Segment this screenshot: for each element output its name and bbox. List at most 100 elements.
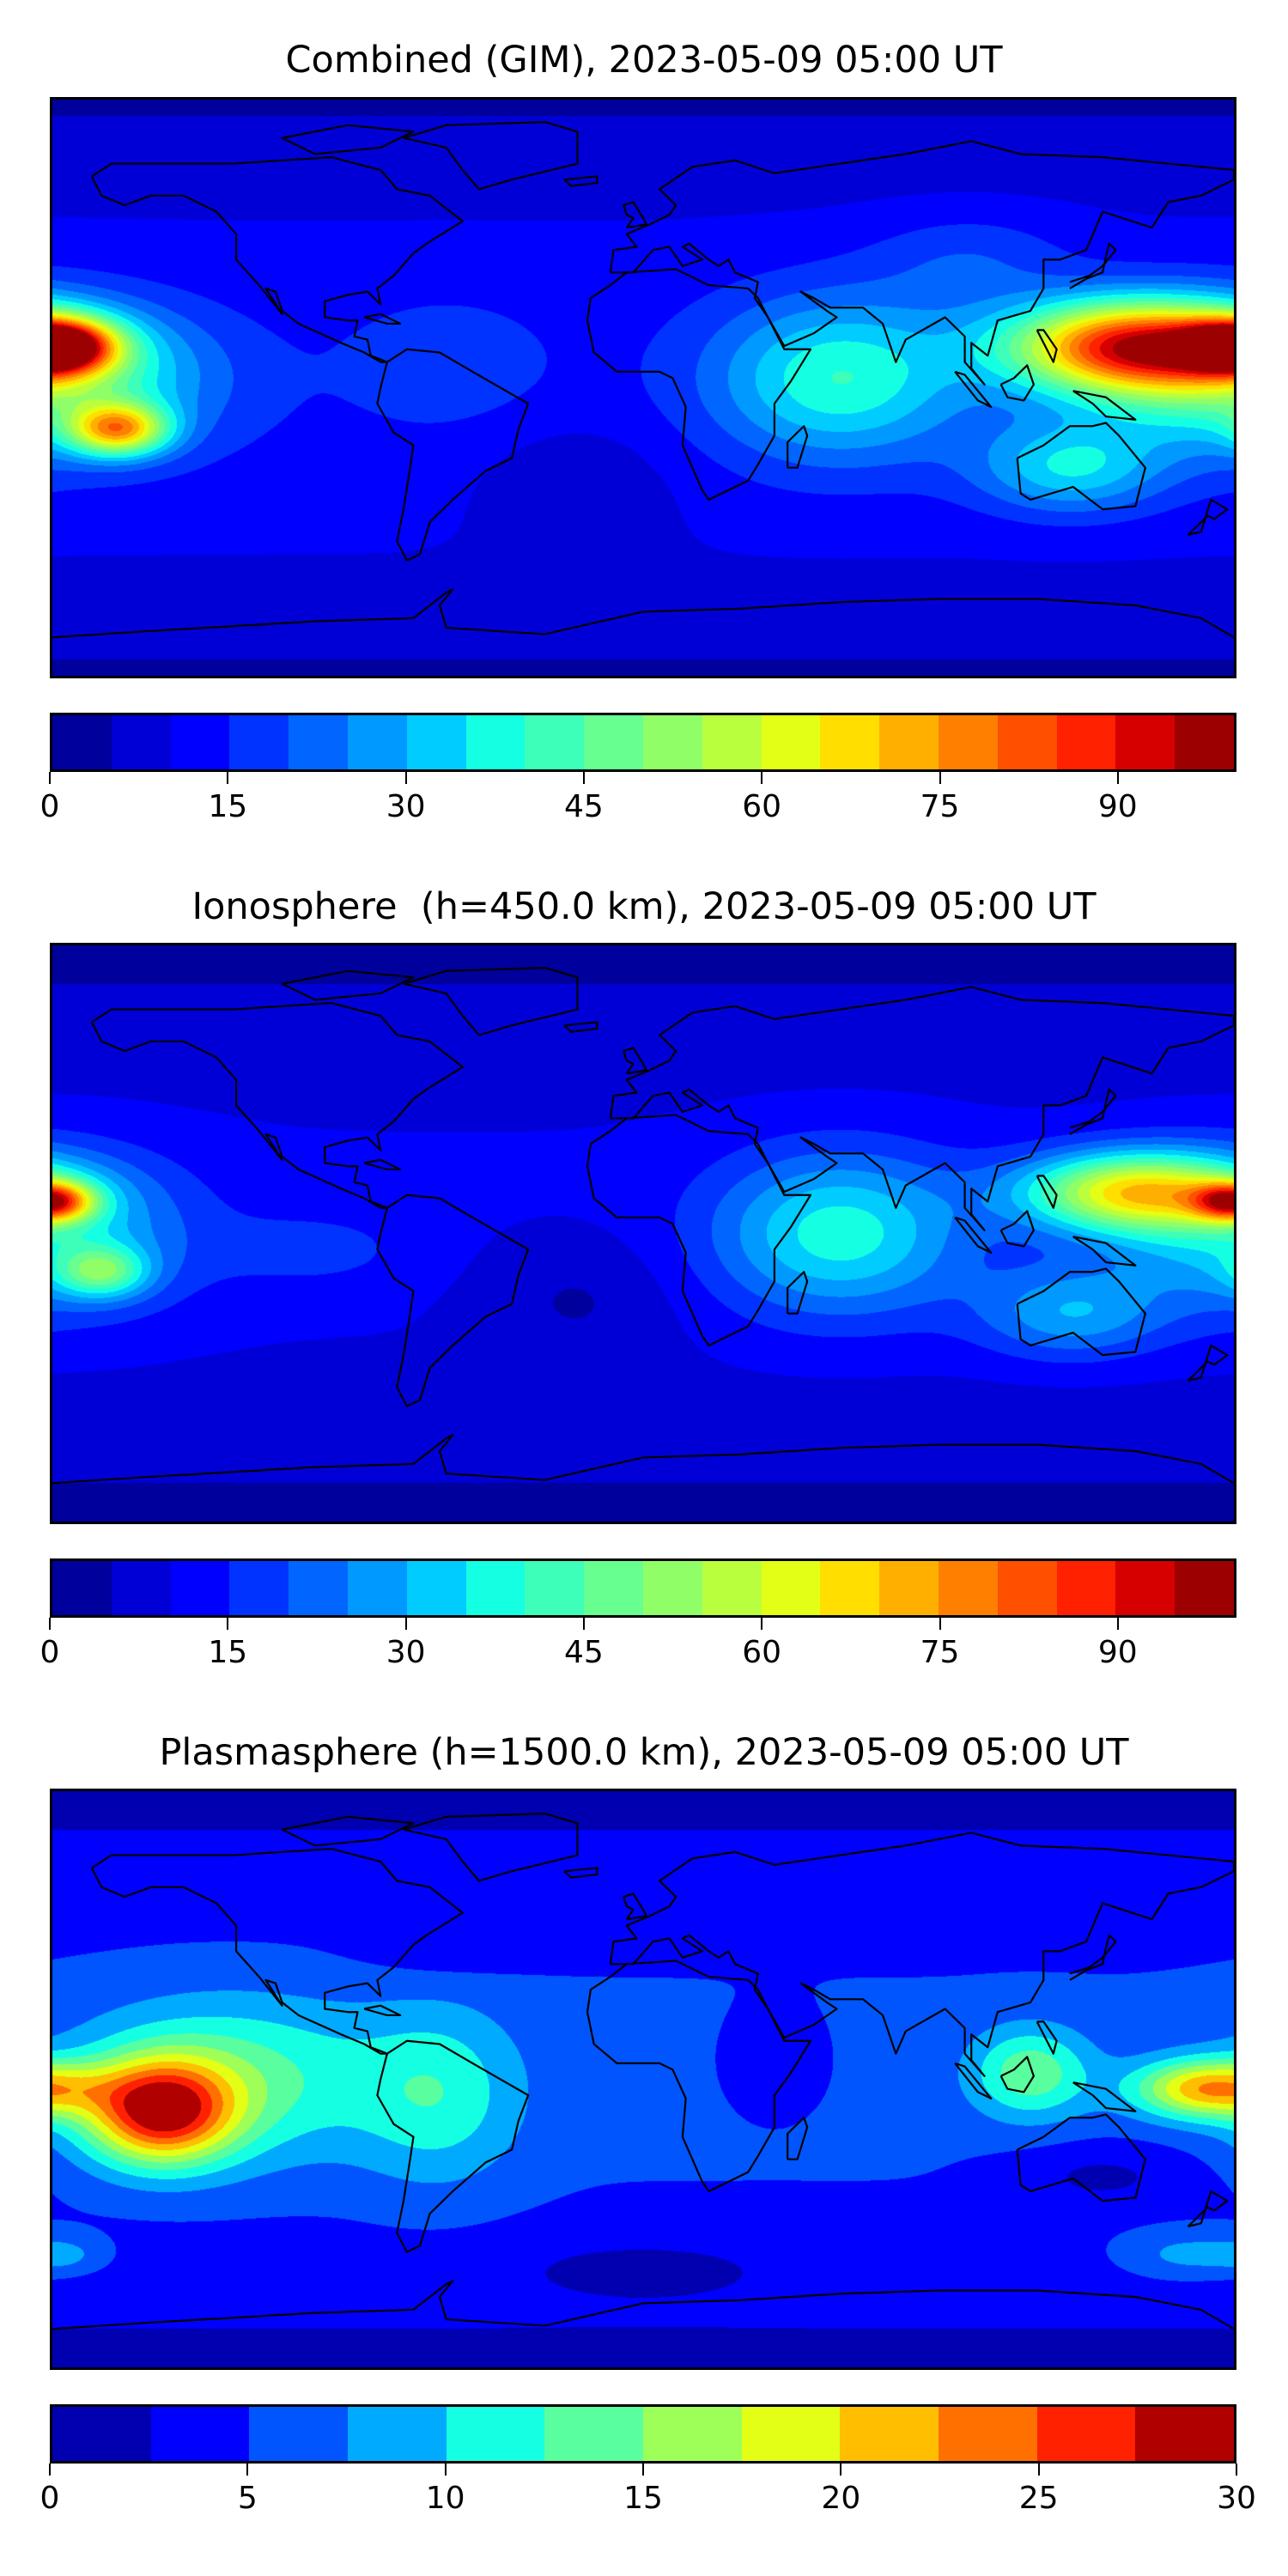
colorbar-tick-label: 90: [1097, 1635, 1138, 1670]
colorbar-bin: [820, 1561, 880, 1615]
coastline: [52, 1435, 1234, 1483]
coastline: [787, 426, 807, 467]
colorbar-bin: [741, 2407, 841, 2461]
colorbar-bin: [642, 715, 702, 769]
colorbar-tick: [761, 772, 763, 784]
coastline: [364, 2006, 400, 2015]
coastline: [1037, 2021, 1057, 2053]
colorbar-bin: [879, 715, 939, 769]
colorbar-bin: [465, 1561, 526, 1615]
colorbar-tick-label: 15: [623, 2481, 663, 2516]
contour-field: [52, 945, 1234, 1522]
contour-field: [52, 100, 1234, 676]
coastlines: [52, 945, 1234, 1522]
contour-field: [52, 1791, 1234, 2367]
coastline: [404, 968, 578, 1035]
colorbar-bin: [150, 2407, 250, 2461]
coastline: [52, 2281, 1234, 2329]
colorbar-bin: [584, 715, 643, 769]
colorbar-bin: [761, 715, 821, 769]
colorbar-tick-label: 30: [386, 789, 426, 824]
colorbar-tick-label: 60: [742, 789, 782, 824]
colorbar-tick-label: 15: [208, 789, 248, 824]
coastline: [377, 1195, 528, 1406]
colorbar-ticks-combined: 0 15 30 45 60 75 90: [40, 772, 1236, 832]
coastline: [1070, 1090, 1116, 1134]
colorbar-tick-label: 5: [237, 2481, 258, 2516]
colorbar-tick: [227, 772, 229, 784]
colorbar-bin: [1115, 715, 1176, 769]
colorbar-bin: [584, 1561, 643, 1615]
colorbar-plasmasphere: [50, 2404, 1236, 2464]
coastline: [623, 1048, 647, 1073]
coastline: [377, 2041, 528, 2252]
map-plasmasphere: [50, 1789, 1236, 2370]
colorbar-tick: [1037, 2464, 1040, 2476]
coastline: [623, 1893, 647, 1919]
colorbar-tick: [582, 772, 585, 784]
coastline: [623, 202, 647, 228]
coastline: [955, 1218, 991, 1253]
colorbar-bin: [348, 2407, 447, 2461]
coastline: [92, 157, 463, 362]
coastline: [1188, 500, 1227, 535]
colorbar-bin: [289, 1561, 348, 1615]
coastline: [587, 270, 811, 500]
coastlines: [52, 100, 1234, 676]
colorbar-tick: [939, 772, 941, 784]
coastline: [364, 1160, 400, 1170]
coastline: [1070, 1935, 1116, 1980]
colorbar-tick-label: 60: [742, 1635, 782, 1670]
colorbar-tick: [939, 1618, 941, 1630]
colorbar-combined: [50, 713, 1236, 772]
map-combined: [50, 97, 1236, 678]
colorbar-bin: [465, 715, 526, 769]
colorbar-tick: [642, 2464, 644, 2476]
colorbar-bin: [702, 715, 762, 769]
coastline: [283, 971, 414, 1000]
colorbar-bin: [820, 715, 880, 769]
coastline: [564, 176, 597, 185]
colorbar-bin: [249, 2407, 349, 2461]
coastline: [1073, 2082, 1136, 2111]
coastlines: [52, 1791, 1234, 2367]
coastline: [1001, 2057, 1034, 2092]
colorbar-bin: [229, 1561, 289, 1615]
colorbar-ticks-ionosphere: 0 15 30 45 60 75 90: [40, 1618, 1236, 1678]
colorbar-bin: [1175, 1561, 1234, 1615]
coastline: [564, 1022, 597, 1031]
colorbar-bin: [525, 1561, 585, 1615]
colorbar-bin: [446, 2407, 545, 2461]
colorbar-bin: [1175, 715, 1234, 769]
coastline: [1037, 330, 1057, 361]
coastline: [611, 1832, 1234, 2075]
colorbar-bin: [1135, 2407, 1235, 2461]
colorbar-bin: [938, 715, 998, 769]
colorbar-tick-label: 30: [1217, 2481, 1256, 2516]
colorbar-tick-label: 75: [920, 789, 960, 824]
coastline: [587, 1961, 811, 2191]
colorbar-bin: [938, 1561, 998, 1615]
coastline: [1070, 244, 1116, 289]
colorbar-tick-label: 0: [39, 789, 60, 824]
coastline: [1188, 1346, 1227, 1381]
coastline: [611, 987, 1234, 1230]
colorbar-bin: [170, 715, 230, 769]
panel-title-combined: Combined (GIM), 2023-05-09 05:00 UT: [285, 39, 1003, 82]
coastline: [404, 122, 578, 189]
colorbar-tick: [49, 1618, 51, 1630]
coastline: [1018, 423, 1145, 510]
coastline: [364, 314, 400, 324]
colorbar-tick: [761, 1618, 763, 1630]
colorbar-tick-label: 25: [1018, 2481, 1059, 2516]
coastline: [564, 1868, 597, 1877]
coastline: [92, 1003, 463, 1208]
coastline: [1018, 1269, 1145, 1356]
colorbar-tick-label: 30: [386, 1635, 426, 1670]
colorbar-tick-label: 75: [920, 1635, 960, 1670]
colorbar-bin: [997, 1561, 1057, 1615]
colorbar-bin: [642, 1561, 702, 1615]
colorbar-bin: [289, 715, 348, 769]
coastline: [283, 1817, 414, 1846]
colorbar-bin: [406, 715, 466, 769]
